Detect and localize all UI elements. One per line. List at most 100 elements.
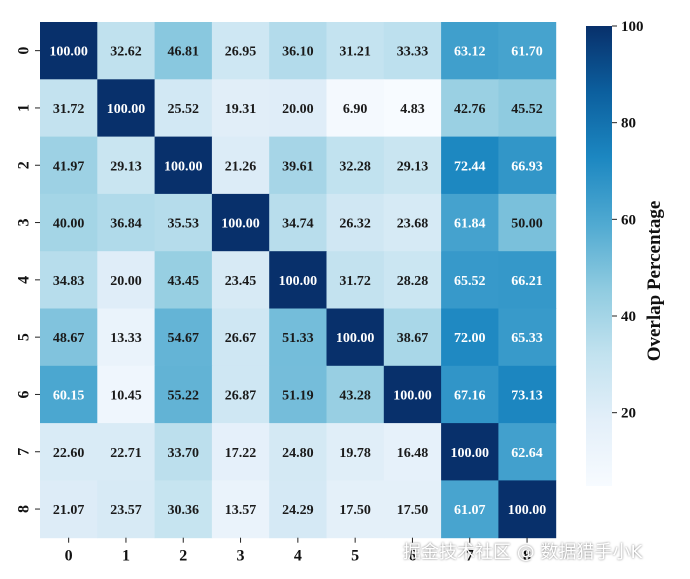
cell-label-1-6: 4.83 xyxy=(400,102,425,117)
heatmap-cell-7-0 xyxy=(40,423,98,481)
cell-label-7-5: 19.78 xyxy=(339,446,371,461)
heatmap-cell-2-7 xyxy=(441,136,499,195)
heatmap-cell-5-5 xyxy=(326,308,385,367)
heatmap-cell-3-0 xyxy=(40,193,98,252)
heatmap-cell-6-2 xyxy=(154,365,213,424)
heatmap-cell-2-2 xyxy=(154,136,213,195)
heatmap-cell-8-0 xyxy=(40,480,98,539)
cell-label-4-2: 43.45 xyxy=(168,274,200,289)
heatmap-cell-7-2 xyxy=(154,423,213,481)
heatmap-cell-3-8 xyxy=(498,193,557,252)
cell-label-5-4: 51.33 xyxy=(282,331,314,346)
heatmap-cell-6-8 xyxy=(498,365,557,424)
heatmap-cell-6-0 xyxy=(40,365,98,424)
heatmap-cell-3-7 xyxy=(441,193,499,252)
heatmap-cell-0-7 xyxy=(441,22,499,80)
heatmap-cell-7-6 xyxy=(383,423,442,481)
heatmap-cell-7-8 xyxy=(498,423,557,481)
cell-label-0-6: 33.33 xyxy=(397,45,429,60)
cell-label-1-0: 31.72 xyxy=(53,102,85,117)
cell-label-1-2: 25.52 xyxy=(168,102,200,117)
heatmap-cell-7-4 xyxy=(269,423,327,481)
heatmap-cell-8-6 xyxy=(383,480,442,539)
heatmap-cell-2-3 xyxy=(211,136,270,195)
y-tick-label-2: 2 xyxy=(16,161,33,169)
cell-label-4-3: 23.45 xyxy=(225,274,257,289)
cell-label-0-5: 31.21 xyxy=(339,45,371,60)
heatmap-cell-0-2 xyxy=(154,22,213,80)
heatmap-cell-6-6 xyxy=(383,365,442,424)
cell-label-3-7: 61.84 xyxy=(454,217,486,232)
cell-label-1-5: 6.90 xyxy=(343,102,368,117)
colorbar: 20 40 60 80 100 xyxy=(586,19,644,486)
cell-label-8-2: 30.36 xyxy=(168,503,200,518)
cell-label-7-0: 22.60 xyxy=(53,446,85,461)
heatmap-cell-3-6 xyxy=(383,193,442,252)
heatmap-cell-0-0 xyxy=(40,22,98,80)
x-tick-label-8: 8 xyxy=(523,548,531,565)
heatmap-cell-1-6 xyxy=(383,79,442,138)
cell-label-3-0: 40.00 xyxy=(53,217,85,232)
heatmap-cell-0-5 xyxy=(326,22,385,80)
heatmap-cell-7-5 xyxy=(326,423,385,481)
heatmap-cell-6-7 xyxy=(441,365,499,424)
heatmap-cell-4-1 xyxy=(97,251,156,309)
cell-label-0-7: 63.12 xyxy=(454,45,486,60)
watermark: 掘金技术社区 @ 数据猎手小K xyxy=(403,542,643,563)
cell-label-6-2: 55.22 xyxy=(168,388,200,403)
cell-label-0-8: 61.70 xyxy=(511,45,543,60)
heatmap-cell-5-3 xyxy=(211,308,270,367)
heatmap-cell-0-3 xyxy=(211,22,270,80)
cell-label-5-2: 54.67 xyxy=(168,331,200,346)
heatmap-cell-8-4 xyxy=(269,480,327,539)
cell-label-8-0: 21.07 xyxy=(53,503,85,518)
cell-label-2-6: 29.13 xyxy=(397,159,429,174)
cell-label-1-3: 19.31 xyxy=(225,102,257,117)
cell-label-4-1: 20.00 xyxy=(110,274,142,289)
cell-label-1-4: 20.00 xyxy=(282,102,314,117)
heatmap-cell-5-6 xyxy=(383,308,442,367)
y-tick-label-5: 5 xyxy=(16,333,33,341)
heatmap-cell-7-1 xyxy=(97,423,156,481)
x-tick-label-4: 4 xyxy=(294,548,302,565)
colorbar-title: Overlap Percentage xyxy=(644,201,665,362)
heatmap-cell-6-5 xyxy=(326,365,385,424)
y-tick-label-7: 7 xyxy=(16,448,33,456)
heatmap-cell-8-8 xyxy=(498,480,557,539)
heatmap-cell-2-4 xyxy=(269,136,327,195)
heatmap-cell-7-7 xyxy=(441,423,499,481)
x-tick-label-5: 5 xyxy=(351,548,359,565)
y-tick-label-1: 1 xyxy=(16,104,33,112)
cell-label-2-2: 100.00 xyxy=(164,159,203,174)
cell-label-0-0: 100.00 xyxy=(49,45,88,60)
x-axis-ticks: 0 1 2 3 4 5 6 7 8 xyxy=(65,537,531,565)
heatmap-cell-2-8 xyxy=(498,136,557,195)
cell-label-5-0: 48.67 xyxy=(53,331,85,346)
heatmap-cell-2-0 xyxy=(40,136,98,195)
cell-label-6-8: 73.13 xyxy=(511,388,543,403)
cell-label-7-6: 16.48 xyxy=(397,446,429,461)
x-tick-label-2: 2 xyxy=(179,548,187,565)
cell-label-2-4: 39.61 xyxy=(282,159,314,174)
cell-label-3-2: 35.53 xyxy=(168,217,200,232)
heatmap-cell-5-1 xyxy=(97,308,156,367)
cell-label-1-1: 100.00 xyxy=(107,102,146,117)
cell-label-6-0: 60.15 xyxy=(53,388,85,403)
colorbar-tick-label-60: 60 xyxy=(621,212,636,228)
heatmap-cell-8-7 xyxy=(441,480,499,539)
cell-label-3-6: 23.68 xyxy=(397,217,429,232)
y-tick-label-0: 0 xyxy=(16,47,33,55)
heatmap-cell-8-1 xyxy=(97,480,156,539)
cell-label-2-1: 29.13 xyxy=(110,159,142,174)
heatmap-cell-8-5 xyxy=(326,480,385,539)
heatmap-cell-4-2 xyxy=(154,251,213,309)
heatmap-cell-5-4 xyxy=(269,308,327,367)
cell-label-6-1: 10.45 xyxy=(110,388,142,403)
cell-label-2-3: 21.26 xyxy=(225,159,257,174)
cell-label-3-5: 26.32 xyxy=(339,217,371,232)
x-tick-label-1: 1 xyxy=(122,548,130,565)
cell-label-8-3: 13.57 xyxy=(225,503,257,518)
cell-label-4-0: 34.83 xyxy=(53,274,85,289)
y-tick-label-4: 4 xyxy=(16,276,33,284)
heatmap-cell-3-1 xyxy=(97,193,156,252)
